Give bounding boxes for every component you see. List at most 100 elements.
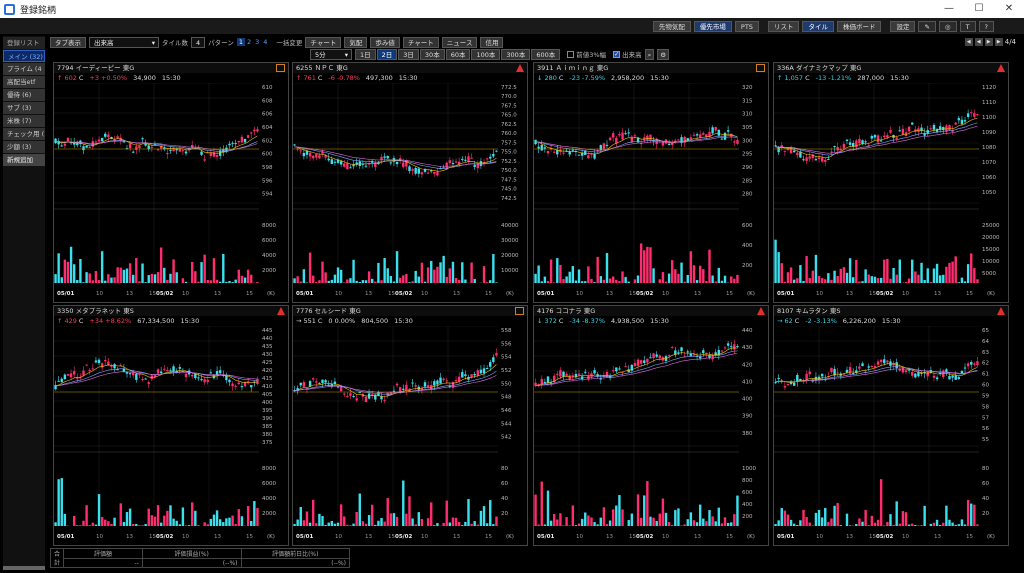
volume-bar (166, 510, 169, 526)
candle-body (951, 375, 954, 378)
sidebar-item-4[interactable]: サブ (3) (3, 102, 45, 114)
info-badge-icon[interactable] (756, 64, 765, 72)
view-button-4[interactable]: ニュース (441, 36, 478, 48)
pattern-button-3[interactable]: 3 (255, 38, 260, 46)
sidebar-item-6[interactable]: チェック用 ( (3, 128, 45, 140)
volume-bar (702, 269, 705, 283)
range-button-3[interactable]: 30本 (419, 48, 445, 60)
top-button-0[interactable]: 先物気配 (652, 21, 691, 32)
tab-display-button[interactable]: タブ表示 (50, 36, 86, 48)
sidebar-item-0[interactable]: メイン (32) (3, 50, 45, 62)
chart-tile-7794[interactable]: 7794 イーディーピー 東G ↑ 602 C +3 +0.50% 34,900 15:30 6… (53, 62, 289, 303)
view-button-0[interactable]: チャート (305, 36, 342, 48)
range-button-4[interactable]: 60本 (445, 48, 471, 60)
candle-body (796, 152, 799, 155)
volume-bar (624, 276, 627, 283)
candle-body (408, 166, 411, 171)
chart-tile-336A[interactable]: 336A ダイナミクマップ 東G ↑ 1,057 C -13 -1.21% 287,000 1… (773, 62, 1009, 303)
volume-bar (76, 525, 79, 526)
chart-tile-8107[interactable]: 8107 キムラタン 東S → 62 C -2 -3.13% 6,226,200 15:30 6… (773, 305, 1009, 546)
fixed-range-checkbox[interactable]: 前値3%幅 (567, 49, 606, 59)
sidebar-item-1[interactable]: プライム (4 (3, 63, 45, 75)
range-button-2[interactable]: 3日 (398, 48, 419, 60)
chart-tile-6255[interactable]: 6255 ＮＰＣ 東G ↑ 761 C -6 -0.78% 497,300 15:30 772.… (292, 62, 528, 303)
zoom-icon[interactable]: ⌕ (644, 48, 655, 60)
candle-body (302, 152, 306, 157)
view-button-3[interactable]: チャート (402, 36, 439, 48)
top-button-3[interactable]: リスト (767, 21, 800, 32)
sidebar-item-7[interactable]: 少額 (3) (3, 141, 45, 153)
volume-bar (461, 262, 464, 283)
volume-bar (380, 280, 383, 283)
minimize-button[interactable]: — (944, 3, 954, 14)
date-tick-label: 15 (966, 291, 973, 297)
pen-icon[interactable]: ✎ (918, 21, 936, 32)
text-icon[interactable]: T (959, 21, 976, 32)
interval-select[interactable]: 5分 ▾ (310, 48, 352, 60)
top-button-1[interactable]: 優先市場 (693, 21, 732, 32)
candlestick-chart[interactable]: 610 608 606 604 602 600 598 596 594 8000 6000 4000 2… (54, 83, 288, 302)
moving-average-line (294, 146, 497, 169)
range-button-1[interactable]: 2日 (376, 48, 398, 60)
pattern-button-2[interactable]: 2 (246, 38, 252, 46)
circle-icon[interactable]: ◎ (938, 21, 957, 32)
top-button-2[interactable]: PTS (734, 21, 759, 32)
candle-body (200, 379, 203, 381)
volume-bar (100, 251, 104, 283)
date-tick-label: 10 (96, 291, 103, 297)
candle-body (568, 375, 571, 380)
range-button-5[interactable]: 100本 (471, 48, 501, 60)
candlestick-chart[interactable]: 1120 1110 1100 1090 1080 1070 1060 1050 25000 200… (774, 83, 1008, 302)
volume-bar (122, 521, 126, 526)
y-tick-label: 300 (742, 138, 753, 144)
view-button-1[interactable]: 気配 (344, 36, 368, 48)
volume-bar (197, 525, 200, 526)
sort-select[interactable]: 出来高 ▾ (89, 36, 159, 48)
volume-bar (612, 276, 615, 283)
volume-tick-label: 20 (501, 511, 508, 517)
candlestick-chart[interactable]: 445 440 435 430 425 420 415 410 405 400 395 390 385 3… (54, 326, 288, 545)
volume-bar (537, 524, 540, 526)
prev-page-icon[interactable]: ◀ (974, 38, 983, 46)
top-button-5[interactable]: 株価ボード (836, 21, 882, 32)
close-button[interactable]: ✕ (1004, 3, 1014, 14)
sidebar-item-5[interactable]: 米株 (7) (3, 115, 45, 127)
candlestick-chart[interactable]: 440 430 420 410 400 390 380 1000 800 600 400 200 (K)… (534, 326, 768, 545)
chart-tile-3911[interactable]: 3911 Ａｉｍｉｎｇ 東G ↓ 280 C -23 -7.59% 2,958,200 15:… (533, 62, 769, 303)
candle-body (577, 373, 581, 375)
pattern-button-4[interactable]: 4 (263, 38, 268, 46)
range-button-6[interactable]: 300本 (501, 48, 531, 60)
info-badge-icon[interactable] (515, 307, 524, 315)
chart-tile-4176[interactable]: 4176 ココナラ 東G ↓ 372 C -34 -8.37% 4,938,500 15:30… (533, 305, 769, 546)
sidebar-scrollbar[interactable] (3, 566, 45, 570)
moving-average-line (535, 353, 738, 386)
pattern-button-1[interactable]: 1 (236, 38, 245, 46)
chart-tile-3350[interactable]: 3350 メタプラネット 東S ↑ 429 C +34 +8.62% 67,334,500 1… (53, 305, 289, 546)
candle-body (711, 127, 714, 134)
chart-tile-7776[interactable]: 7776 セルシード 東G → 551 C 0 0.00% 804,500 15:30 558 5… (292, 305, 528, 546)
help-icon[interactable]: ? (978, 21, 994, 32)
info-badge-icon[interactable] (276, 64, 285, 72)
top-button-6[interactable]: 設定 (890, 21, 916, 32)
candlestick-chart[interactable]: 558 556 554 552 550 548 546 544 542 80 60 40 20 (K) 05… (293, 326, 527, 545)
maximize-button[interactable]: ☐ (974, 3, 984, 14)
first-page-icon[interactable]: ◀ (964, 38, 973, 46)
tile-count-input[interactable]: 4 (191, 36, 206, 48)
range-button-0[interactable]: 1日 (355, 48, 376, 60)
view-button-2[interactable]: 歩み値 (370, 36, 400, 48)
add-list-button[interactable]: 新規追加 (3, 154, 45, 166)
settings-icon[interactable]: ⚙ (657, 48, 670, 60)
next-page-icon[interactable]: ▶ (984, 38, 993, 46)
top-button-4[interactable]: タイル (802, 21, 834, 32)
sidebar-item-3[interactable]: 優待 (6) (3, 89, 45, 101)
candle-body (667, 143, 671, 146)
last-page-icon[interactable]: ▶ (994, 38, 1003, 46)
candlestick-chart[interactable]: 772.5 770.0 767.5 765.0 762.5 760.0 757.5 755.0… (293, 83, 527, 302)
range-button-7[interactable]: 600本 (531, 48, 561, 60)
candlestick-chart[interactable]: 320 315 310 305 300 295 290 285 280 600 400 200 (K) 0… (534, 83, 768, 302)
candle-body (169, 149, 172, 151)
sidebar-item-2[interactable]: 高配当etf (3, 76, 45, 88)
candlestick-chart[interactable]: 65 64 63 62 61 60 59 58 57 56 55 80 60 40 20 (K) 05/01 10… (774, 326, 1008, 545)
volume-checkbox[interactable]: ✓ 出来高 (613, 49, 642, 59)
view-button-5[interactable]: 信用 (480, 36, 504, 48)
